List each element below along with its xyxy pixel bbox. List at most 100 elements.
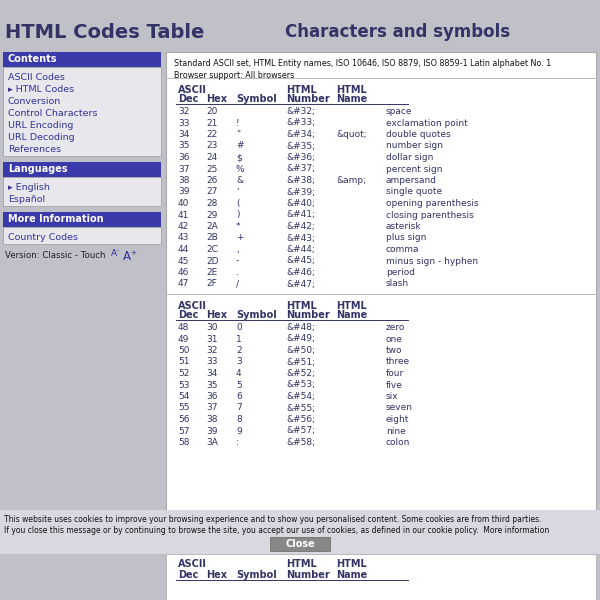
Text: 7: 7 [236, 403, 242, 413]
Text: -: - [236, 257, 239, 265]
Text: Number: Number [286, 94, 330, 104]
Text: Hex: Hex [206, 94, 227, 104]
Text: HTML: HTML [336, 85, 367, 95]
Text: &#34;: &#34; [286, 130, 315, 139]
Text: ": " [236, 130, 240, 139]
Text: &#54;: &#54; [286, 392, 315, 401]
Text: 39: 39 [178, 187, 190, 196]
Text: HTML: HTML [336, 559, 367, 569]
Text: +: + [236, 233, 244, 242]
Text: 41: 41 [178, 211, 190, 220]
Text: 36: 36 [206, 392, 218, 401]
Text: &#53;: &#53; [286, 380, 315, 389]
Text: &#57;: &#57; [286, 427, 315, 436]
Text: 22: 22 [206, 130, 217, 139]
Text: This website uses cookies to improve your browsing experience and to show you pe: This website uses cookies to improve you… [4, 515, 542, 524]
Text: 20: 20 [206, 107, 217, 116]
Text: 46: 46 [178, 268, 190, 277]
Text: 6: 6 [236, 392, 242, 401]
Text: Dec: Dec [178, 94, 199, 104]
Text: Number: Number [286, 310, 330, 320]
Text: 1: 1 [236, 335, 242, 343]
Text: 27: 27 [206, 187, 217, 196]
Text: ASCII: ASCII [178, 85, 207, 95]
Text: #: # [236, 142, 244, 151]
Text: &#32;: &#32; [286, 107, 315, 116]
Text: 50: 50 [178, 346, 190, 355]
Text: +: + [130, 250, 136, 256]
Text: ▸ English: ▸ English [8, 182, 50, 191]
Text: percent sign: percent sign [386, 164, 443, 173]
Text: 39: 39 [206, 427, 218, 436]
Text: Close: Close [285, 539, 315, 549]
Text: number sign: number sign [386, 142, 443, 151]
Text: minus sign - hyphen: minus sign - hyphen [386, 257, 478, 265]
Text: zero: zero [386, 323, 406, 332]
Text: Standard ASCII set, HTML Entity names, ISO 10646, ISO 8879, ISO 8859-1 Latin alp: Standard ASCII set, HTML Entity names, I… [174, 59, 551, 80]
Text: &#52;: &#52; [286, 369, 315, 378]
Text: /: / [236, 280, 239, 289]
Text: &#55;: &#55; [286, 403, 315, 413]
Text: 37: 37 [206, 403, 218, 413]
Text: Dec: Dec [178, 310, 199, 320]
Text: Name: Name [336, 310, 367, 320]
Text: dollar sign: dollar sign [386, 153, 433, 162]
Text: &#48;: &#48; [286, 323, 315, 332]
Text: Characters and symbols: Characters and symbols [285, 23, 510, 41]
Text: %: % [236, 164, 245, 173]
Text: 56: 56 [178, 415, 190, 424]
Text: nine: nine [386, 427, 406, 436]
Text: 38: 38 [178, 176, 190, 185]
Text: 55: 55 [178, 403, 190, 413]
Text: 34: 34 [178, 130, 190, 139]
Text: 24: 24 [206, 153, 217, 162]
Text: 37: 37 [178, 164, 190, 173]
Text: Hex: Hex [206, 310, 227, 320]
Text: &#58;: &#58; [286, 438, 315, 447]
Text: ⁻: ⁻ [116, 250, 120, 256]
Text: 38: 38 [206, 415, 218, 424]
Text: 25: 25 [206, 164, 217, 173]
Text: three: three [386, 358, 410, 367]
Text: 30: 30 [206, 323, 218, 332]
Text: &#45;: &#45; [286, 257, 315, 265]
Text: &quot;: &quot; [336, 130, 367, 139]
Text: 36: 36 [178, 153, 190, 162]
Text: &: & [236, 176, 243, 185]
Text: 2D: 2D [206, 257, 218, 265]
Text: Symbol: Symbol [236, 94, 277, 104]
Text: colon: colon [386, 438, 410, 447]
Text: 58: 58 [178, 438, 190, 447]
Text: slash: slash [386, 280, 409, 289]
Text: ▸ HTML Codes: ▸ HTML Codes [8, 85, 74, 94]
Bar [166, 554, 596, 600]
Text: &#47;: &#47; [286, 280, 315, 289]
Text: Conversion: Conversion [8, 97, 61, 106]
Text: &#36;: &#36; [286, 153, 315, 162]
Text: ,: , [236, 245, 239, 254]
Text: 35: 35 [206, 380, 218, 389]
Text: 49: 49 [178, 335, 190, 343]
Text: 2A: 2A [206, 222, 218, 231]
Text: 2B: 2B [206, 233, 218, 242]
Text: Symbol: Symbol [236, 570, 277, 580]
Text: 40: 40 [178, 199, 190, 208]
Text: 2: 2 [236, 346, 242, 355]
Text: exclamation point: exclamation point [386, 118, 468, 127]
Text: 4: 4 [236, 369, 242, 378]
Text: 53: 53 [178, 380, 190, 389]
Text: &#40;: &#40; [286, 199, 315, 208]
Text: 33: 33 [206, 358, 218, 367]
Text: HTML: HTML [286, 301, 317, 311]
Bar [270, 537, 330, 551]
Text: Español: Español [8, 194, 45, 203]
Text: 3A: 3A [206, 438, 218, 447]
Text: 9: 9 [236, 427, 242, 436]
Text: 44: 44 [178, 245, 189, 254]
Bar [3, 177, 161, 206]
Text: &amp;: &amp; [336, 176, 366, 185]
Text: &#50;: &#50; [286, 346, 315, 355]
Text: 2E: 2E [206, 268, 217, 277]
Text: HTML: HTML [286, 85, 317, 95]
Text: &#44;: &#44; [286, 245, 315, 254]
